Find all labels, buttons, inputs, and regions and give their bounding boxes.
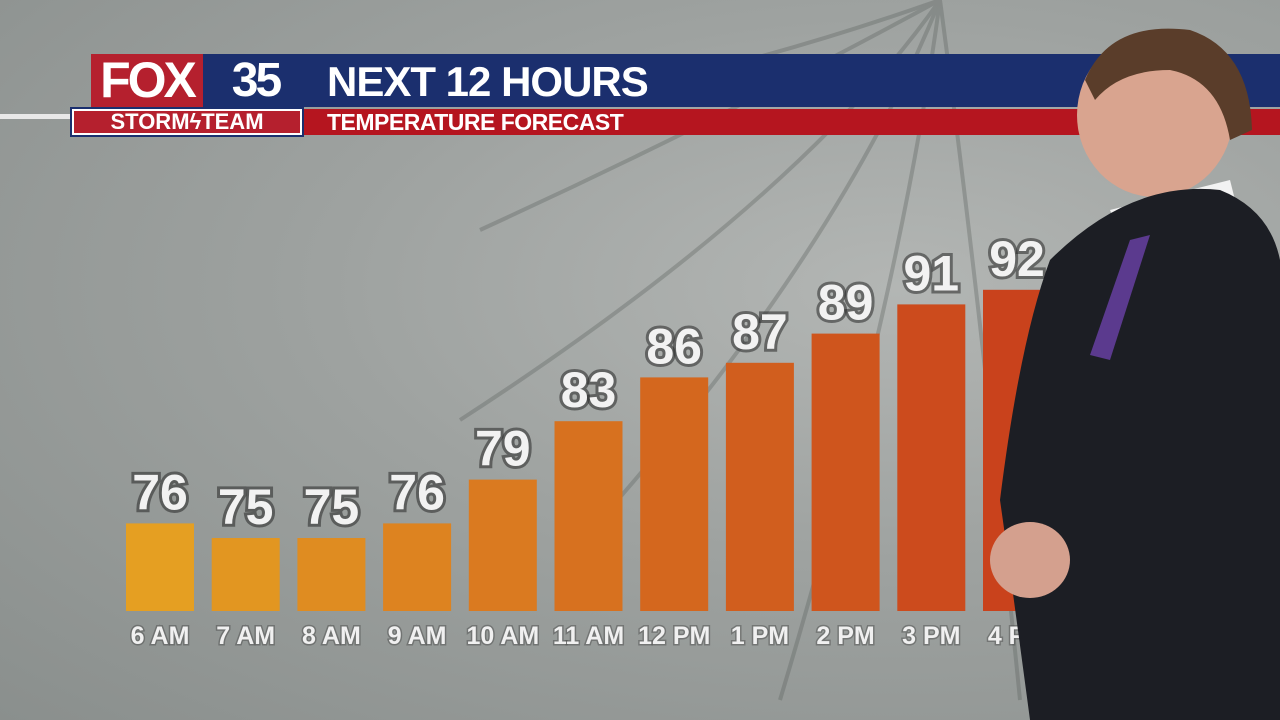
bar-2-pm bbox=[811, 333, 880, 611]
data-label: 86 bbox=[646, 318, 702, 374]
x-tick-label: 10 AM bbox=[466, 622, 539, 650]
logo-channel: 35 bbox=[231, 54, 282, 107]
logo-storm-team: STORMϟTEAM bbox=[70, 107, 304, 137]
x-tick-label: 11 AM bbox=[553, 622, 624, 650]
x-tick-label: 6 AM bbox=[131, 622, 190, 650]
data-label: 75 bbox=[218, 479, 274, 535]
bar-6-am bbox=[126, 523, 194, 611]
accent-line bbox=[0, 114, 72, 119]
data-label: 76 bbox=[132, 464, 188, 520]
x-tick-label: 1 PM bbox=[731, 622, 789, 650]
bar-10-am bbox=[468, 479, 537, 611]
bar-1-pm bbox=[725, 362, 794, 611]
x-tick-label: 7 AM bbox=[216, 622, 275, 650]
bar-8-am bbox=[297, 538, 366, 611]
bar-11-am bbox=[554, 421, 623, 611]
x-tick-label: 2 PM bbox=[816, 622, 874, 650]
page-subtitle: TEMPERATURE FORECAST bbox=[327, 109, 624, 135]
data-label: 91 bbox=[903, 245, 959, 301]
lightning-icon: ϟ bbox=[189, 109, 202, 134]
data-label: 75 bbox=[304, 479, 360, 535]
x-tick-label: 8 AM bbox=[302, 622, 361, 650]
data-label: 76 bbox=[389, 464, 445, 520]
data-label: 83 bbox=[561, 362, 617, 418]
team-text: TEAM bbox=[201, 109, 264, 134]
x-tick-label: 9 AM bbox=[388, 622, 447, 650]
bar-7-am bbox=[211, 538, 280, 611]
x-tick-label: 3 PM bbox=[902, 622, 960, 650]
logo-fox: FOX bbox=[91, 54, 203, 107]
page-title: NEXT 12 HOURS bbox=[327, 58, 649, 105]
data-label: 89 bbox=[818, 275, 874, 331]
data-label: 92 bbox=[989, 231, 1045, 287]
presenter bbox=[990, 28, 1280, 720]
bar-12-pm bbox=[640, 377, 709, 611]
storm-text: STORM bbox=[110, 109, 190, 134]
bar-9-am bbox=[383, 523, 452, 611]
bar-3-pm bbox=[897, 304, 966, 611]
x-tick-label: 12 PM bbox=[638, 622, 710, 650]
data-label: 87 bbox=[732, 304, 788, 360]
data-label: 79 bbox=[475, 421, 531, 477]
